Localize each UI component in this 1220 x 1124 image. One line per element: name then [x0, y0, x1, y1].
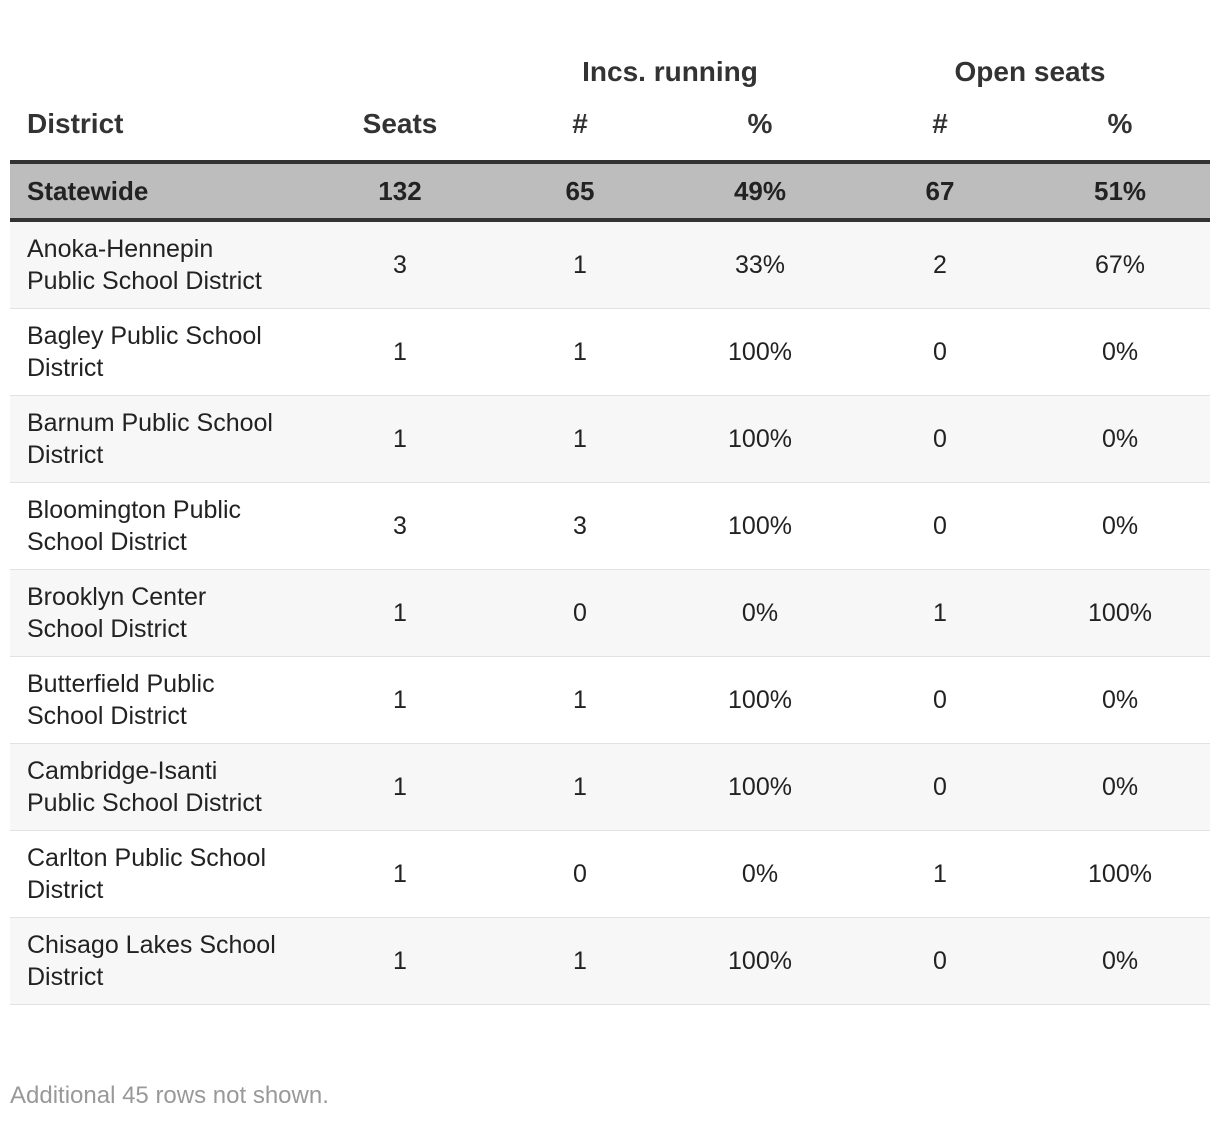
table-cell: 67% — [1030, 220, 1211, 309]
table-cell: 100% — [670, 743, 850, 831]
table-row: Brooklyn Center School District 1 0 0% 1 100% — [10, 569, 1211, 657]
table-cell: 0% — [1030, 395, 1211, 483]
table-row: Anoka-Hennepin Public School District 3 1 3… — [10, 220, 1211, 309]
table-cell: 0% — [1030, 308, 1211, 396]
table-cell: 1 — [490, 656, 670, 744]
summary-row: Statewide 132 65 49% 67 51% — [10, 162, 1211, 220]
table-cell: 3 — [310, 482, 490, 570]
district-cell: Butterfield Public School District — [10, 656, 310, 744]
group-header-row: Incs. running Open seats — [10, 0, 1210, 88]
table-cell: 1 — [310, 830, 490, 918]
table-row: Barnum Public School District 1 1 100% 0 0% — [10, 395, 1211, 483]
table-cell: 33% — [670, 220, 850, 309]
district-cell: Brooklyn Center School District — [10, 569, 310, 657]
district-name: Carlton Public School District — [27, 844, 267, 904]
district-cell: Bloomington Public School District — [10, 482, 310, 570]
table-cell: 100% — [670, 395, 850, 483]
column-header-row: District Seats #% #% — [10, 88, 1211, 162]
summary-cell: 65 — [490, 162, 670, 220]
district-name: Bagley Public School District — [27, 322, 262, 382]
table-cell: 1 — [310, 308, 490, 396]
table-cell: 100% — [670, 917, 850, 1005]
column-header: % — [1107, 108, 1133, 139]
table-cell: 0 — [490, 569, 670, 657]
column-header: # — [572, 108, 588, 139]
table-row: Bloomington Public School District 3 3 100%… — [10, 482, 1211, 570]
table-cell: 2 — [850, 220, 1030, 309]
table-cell: 0 — [850, 308, 1030, 396]
district-cell: Anoka-Hennepin Public School District — [10, 220, 310, 309]
group-header: Incs. running — [582, 56, 758, 87]
table-cell: 1 — [310, 743, 490, 831]
column-header: # — [932, 108, 948, 139]
district-cell: Cambridge-Isanti Public School District — [10, 743, 310, 831]
district-cell: Bagley Public School District — [10, 308, 310, 396]
table-row: Cambridge-Isanti Public School District 1… — [10, 743, 1211, 831]
column-header: % — [747, 108, 773, 139]
table-cell: 100% — [1030, 830, 1211, 918]
district-name: Cambridge-Isanti Public School District — [27, 757, 262, 817]
table-row: Bagley Public School District 1 1 100% 0 0% — [10, 308, 1211, 396]
summary-cell: 67 — [850, 162, 1030, 220]
table-row: Butterfield Public School District 1 1 100%… — [10, 656, 1211, 744]
summary-cell: Statewide — [10, 162, 310, 220]
data-table: Incs. running Open seats District Seats #%… — [10, 0, 1211, 1005]
district-cell: Barnum Public School District — [10, 395, 310, 483]
table-cell: 0 — [850, 482, 1030, 570]
table-cell: 100% — [670, 656, 850, 744]
table-cell: 0 — [490, 830, 670, 918]
table-row: Carlton Public School District 1 0 0% 1 100% — [10, 830, 1211, 918]
district-name: Brooklyn Center School District — [27, 583, 207, 643]
table-cell: 100% — [670, 482, 850, 570]
district-name: Butterfield Public School District — [27, 670, 215, 730]
district-name: Chisago Lakes School District — [27, 931, 276, 991]
table-cell: 1 — [490, 917, 670, 1005]
table-cell: 1 — [310, 656, 490, 744]
table-cell: 0% — [1030, 656, 1211, 744]
table-cell: 0 — [850, 743, 1030, 831]
table-cell: 0 — [850, 395, 1030, 483]
table-cell: 1 — [490, 743, 670, 831]
table-container: Incs. running Open seats District Seats #%… — [10, 0, 1211, 1005]
summary-cell: 49% — [670, 162, 850, 220]
table-cell: 1 — [310, 395, 490, 483]
district-name: Bloomington Public School District — [27, 496, 242, 556]
table-body: Statewide 132 65 49% 67 51% Anoka-Hennepin Pub… — [10, 162, 1211, 1005]
district-name: Barnum Public School District — [27, 409, 273, 469]
district-name: Anoka-Hennepin Public School District — [27, 235, 262, 295]
table-cell: 0 — [850, 917, 1030, 1005]
table-cell: 100% — [670, 308, 850, 396]
group-header: Open seats — [954, 56, 1106, 87]
table-cell: 1 — [490, 308, 670, 396]
table-cell: 0% — [670, 830, 850, 918]
table-cell: 0 — [850, 656, 1030, 744]
district-cell: Chisago Lakes School District — [10, 917, 310, 1005]
district-cell: Carlton Public School District — [10, 830, 310, 918]
column-header: District — [27, 108, 124, 139]
column-header: Seats — [362, 108, 438, 139]
summary-cell: 51% — [1030, 162, 1211, 220]
table-cell: 0% — [1030, 482, 1211, 570]
table-cell: 100% — [1030, 569, 1211, 657]
table-cell: 3 — [310, 220, 490, 309]
footnote: Additional 45 rows not shown. — [10, 1082, 329, 1109]
table-cell: 3 — [490, 482, 670, 570]
table-cell: 0% — [670, 569, 850, 657]
table-row: Chisago Lakes School District 1 1 100% 0 0% — [10, 917, 1211, 1005]
table-cell: 0% — [1030, 917, 1211, 1005]
table-cell: 0% — [1030, 743, 1211, 831]
table-cell: 1 — [490, 220, 670, 309]
summary-cell: 132 — [310, 162, 490, 220]
table-cell: 1 — [490, 395, 670, 483]
table-cell: 1 — [850, 830, 1030, 918]
table-cell: 1 — [310, 917, 490, 1005]
table-cell: 1 — [850, 569, 1030, 657]
table-cell: 1 — [310, 569, 490, 657]
